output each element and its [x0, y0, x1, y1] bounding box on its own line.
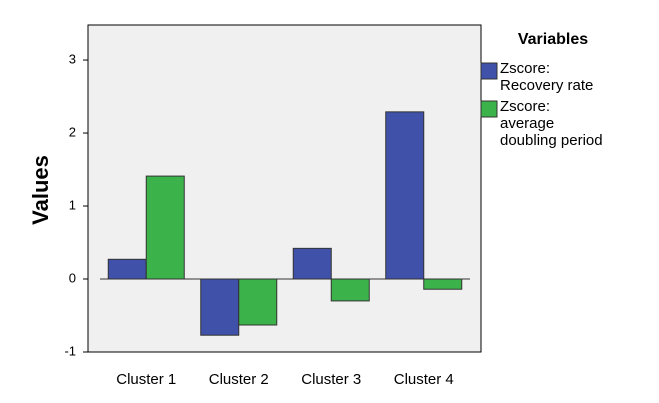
- bar: [330, 278, 370, 302]
- bar: [200, 278, 240, 336]
- y-tick-label: 0: [69, 270, 76, 285]
- legend-swatch: [480, 62, 498, 80]
- bar: [292, 247, 332, 280]
- bar: [423, 278, 463, 290]
- legend-label: Zscore: average doubling period: [500, 98, 603, 149]
- y-tick-label: 3: [69, 51, 76, 66]
- x-tick-label: Cluster 3: [301, 371, 361, 388]
- bar: [385, 111, 425, 280]
- legend-label: Zscore: Recovery rate: [500, 60, 594, 94]
- y-tick-label: 1: [69, 197, 76, 212]
- x-tick-label: Cluster 2: [209, 371, 269, 388]
- y-axis-label: Values: [28, 155, 53, 225]
- legend-swatch: [480, 100, 498, 118]
- legend-title: Variables: [518, 31, 588, 48]
- bar: [107, 258, 147, 280]
- bar: [238, 278, 278, 326]
- y-tick-label: -1: [64, 343, 76, 358]
- x-tick-label: Cluster 4: [394, 371, 454, 388]
- bar: [145, 175, 185, 280]
- x-tick-label: Cluster 1: [116, 371, 176, 388]
- y-tick-label: 2: [69, 124, 76, 139]
